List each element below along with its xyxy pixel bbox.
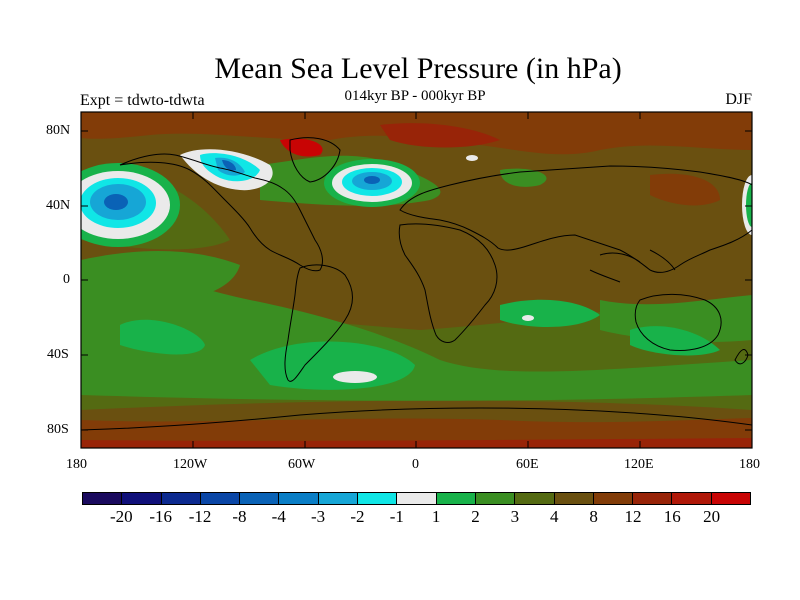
colorbar-swatch (436, 493, 476, 504)
y-tick-0: 0 (63, 272, 70, 287)
colorbar-label: -12 (188, 507, 212, 526)
coastlines (81, 137, 752, 431)
colorbar-swatch (475, 493, 516, 504)
colorbar-swatch (593, 493, 634, 504)
y-tick-40s: 40S (47, 347, 69, 362)
x-tick-120e: 120E (624, 457, 654, 472)
colorbar-label: -16 (149, 507, 173, 526)
colorbar-label: -3 (311, 507, 326, 526)
x-tick-180e: 180 (739, 457, 760, 472)
colorbar-swatch (200, 493, 241, 504)
colorbar-swatch (397, 493, 437, 504)
season-label: DJF (725, 91, 752, 108)
y-tick-40n: 40N (46, 198, 71, 213)
colorbar-swatch (83, 493, 123, 504)
colorbar-label: -1 (389, 507, 404, 526)
map-title: Mean Sea Level Pressure (in hPa) (214, 52, 622, 85)
colorbar-swatch (122, 493, 162, 504)
arctic-16 (380, 123, 500, 148)
colorbar-label: -2 (350, 507, 365, 526)
colorbar-swatch (672, 493, 712, 504)
x-tick-60w: 60W (288, 457, 316, 472)
south-pacific-2 (120, 319, 205, 355)
npac-low-neg4 (104, 194, 128, 210)
colorbar-swatch (515, 493, 555, 504)
colorbar-swatch (161, 493, 201, 504)
colorbar (82, 492, 751, 505)
colorbar-swatch (711, 493, 751, 504)
colorbar-swatch (633, 493, 673, 504)
natl-low-neg4 (364, 176, 380, 184)
x-tick-120w: 120W (173, 457, 208, 472)
siberia-12 (650, 173, 720, 206)
colorbar-swatch (554, 493, 594, 504)
colorbar-label: -4 (271, 507, 286, 526)
colorbar-swatch (358, 493, 398, 504)
indian-ocean-spot (522, 315, 534, 321)
colorbar-label: 1 (431, 507, 441, 526)
colorbar-swatch (279, 493, 319, 504)
colorbar-swatch (318, 493, 359, 504)
scandinavia-spot (466, 155, 478, 161)
colorbar-label: 2 (471, 507, 480, 526)
x-tick-0: 0 (412, 457, 419, 472)
colorbar-label: -20 (110, 507, 133, 526)
southern-band-3 (81, 277, 752, 401)
colorbar-label: 12 (624, 507, 642, 526)
x-tick-180w: 180 (66, 457, 87, 472)
x-tick-60e: 60E (516, 457, 539, 472)
dateline-low-2 (746, 183, 752, 227)
colorbar-label: -8 (232, 507, 247, 526)
colorbar-label: 3 (510, 507, 520, 526)
axis-ticks (80, 112, 753, 448)
tropical-pacific-3 (81, 250, 240, 304)
y-tick-80s: 80S (47, 422, 69, 437)
canada-low-neg4 (222, 160, 236, 171)
colorbar-label: 8 (589, 507, 598, 526)
colorbar-label: 16 (663, 507, 681, 526)
experiment-label: Expt = tdwto-tdwta (80, 92, 205, 109)
colorbar-label: 20 (703, 507, 721, 526)
map-subtitle: 014kyr BP - 000kyr BP (344, 88, 486, 104)
y-tick-80n: 80N (46, 123, 71, 138)
arctic-20 (280, 138, 323, 157)
colorbar-swatch (240, 493, 280, 504)
south-atlantic-neutral (333, 371, 377, 383)
colorbar-label: 4 (549, 507, 559, 526)
